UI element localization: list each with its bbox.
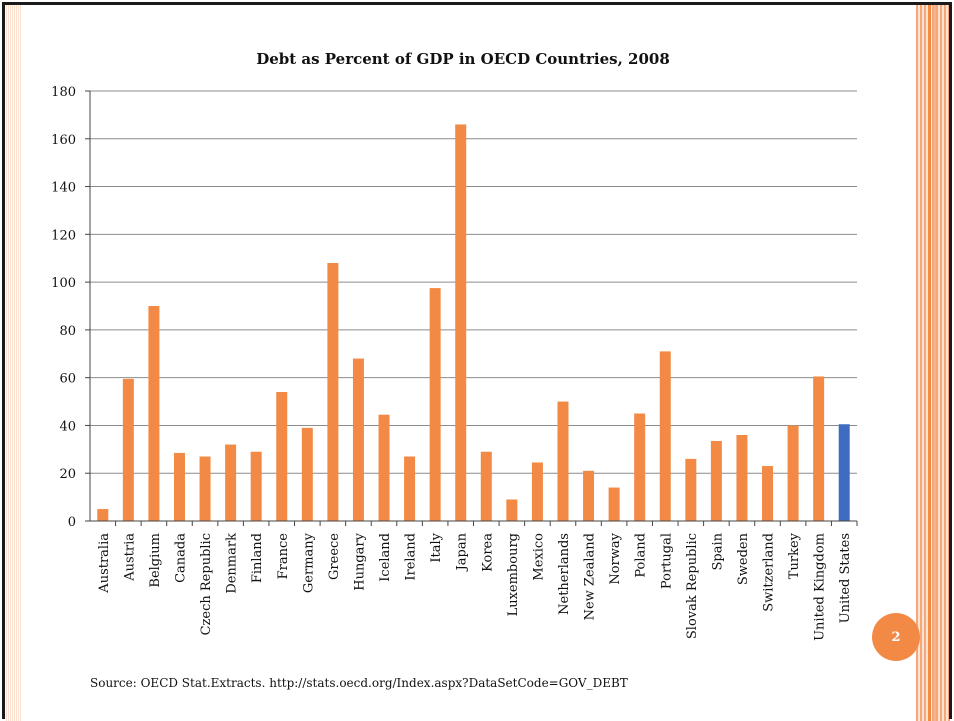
y-tick-label: 100 [51, 276, 76, 291]
bar [736, 435, 748, 521]
right-stripe-line [928, 5, 931, 721]
x-tick-label: Luxembourg [506, 533, 521, 616]
bar [531, 462, 543, 521]
x-tick-label: Spain [710, 532, 725, 570]
x-tick-label: Italy [429, 532, 444, 562]
y-tick-label: 160 [51, 133, 76, 148]
bar [710, 440, 722, 521]
y-tick-label: 60 [59, 372, 76, 387]
x-tick-label: Japan [455, 532, 470, 572]
left-decorative-stripe [6, 5, 22, 721]
gridlines [90, 90, 857, 474]
bar [455, 124, 467, 521]
bar [352, 358, 364, 521]
page-number-badge: 2 [872, 613, 920, 661]
bar [762, 466, 774, 521]
y-tick-label: 0 [68, 515, 76, 530]
x-tick-label: Sweden [736, 532, 751, 585]
page-number: 2 [891, 629, 901, 645]
bar [148, 306, 160, 521]
bar [480, 451, 492, 521]
bar [199, 456, 211, 521]
source-note: Source: OECD Stat.Extracts. http://stats… [90, 676, 628, 690]
y-tick-label: 80 [59, 324, 76, 339]
x-tick-label: Turkey [787, 532, 802, 579]
bar [404, 456, 416, 521]
x-tick-label: Switzerland [762, 533, 777, 612]
y-axis-tick-labels: 0 20 40 60 80 100 120 140 160 180 [51, 85, 90, 530]
x-tick-label: Canada [173, 533, 188, 583]
bars [97, 124, 850, 521]
x-tick-label: Portugal [659, 533, 674, 589]
bar [583, 470, 595, 521]
right-decorative-stripe [916, 5, 950, 721]
y-tick-label: 40 [59, 419, 76, 434]
y-tick-label: 120 [51, 228, 76, 243]
x-tick-label: Germany [301, 532, 316, 593]
x-tick-label: United Kingdom [813, 533, 828, 641]
bar [250, 451, 262, 521]
x-tick-label: Korea [480, 533, 495, 572]
bar [378, 414, 390, 521]
y-tick-label: 20 [59, 467, 76, 482]
right-stripe-line-2 [934, 5, 936, 721]
x-tick-label: Denmark [225, 533, 240, 594]
bar [122, 378, 134, 521]
x-tick-label: Mexico [531, 533, 546, 581]
x-tick-label: Hungary [352, 532, 367, 590]
chart-title: Debt as Percent of GDP in OECD Countries… [256, 50, 670, 68]
x-tick-label: New Zealand [583, 533, 598, 620]
bar [634, 413, 646, 521]
bar [608, 487, 620, 521]
y-tick-label: 180 [51, 85, 76, 100]
bar [557, 401, 569, 521]
bar [787, 425, 799, 521]
bar [225, 444, 237, 521]
bar [301, 427, 313, 521]
bar [429, 288, 441, 521]
bar [659, 351, 671, 521]
x-tick-label: France [276, 533, 291, 580]
x-tick-label: United States [838, 533, 853, 623]
x-tick-label: Iceland [378, 533, 393, 582]
x-tick-label: Czech Republic [199, 533, 214, 635]
x-tick-label: Norway [608, 532, 623, 584]
bar [685, 458, 697, 521]
x-tick-label: Austria [122, 533, 137, 582]
x-tick-label: Belgium [148, 533, 163, 588]
x-axis-tick-labels: Australia Austria Belgium Canada Czech Repub… [97, 521, 858, 641]
x-tick-label: Poland [634, 533, 649, 578]
x-tick-label: Netherlands [557, 533, 572, 615]
bar [173, 452, 185, 521]
bar [813, 376, 825, 521]
x-tick-label: Finland [250, 533, 265, 583]
bar [276, 392, 288, 521]
x-tick-label: Slovak Republic [685, 533, 700, 639]
bar [327, 263, 339, 521]
bar [838, 424, 850, 521]
x-tick-label: Ireland [404, 533, 419, 581]
x-tick-label: Australia [97, 533, 112, 594]
bar [97, 509, 109, 521]
y-tick-label: 140 [51, 181, 76, 196]
x-tick-label: Greece [327, 533, 342, 580]
bar [506, 499, 518, 521]
